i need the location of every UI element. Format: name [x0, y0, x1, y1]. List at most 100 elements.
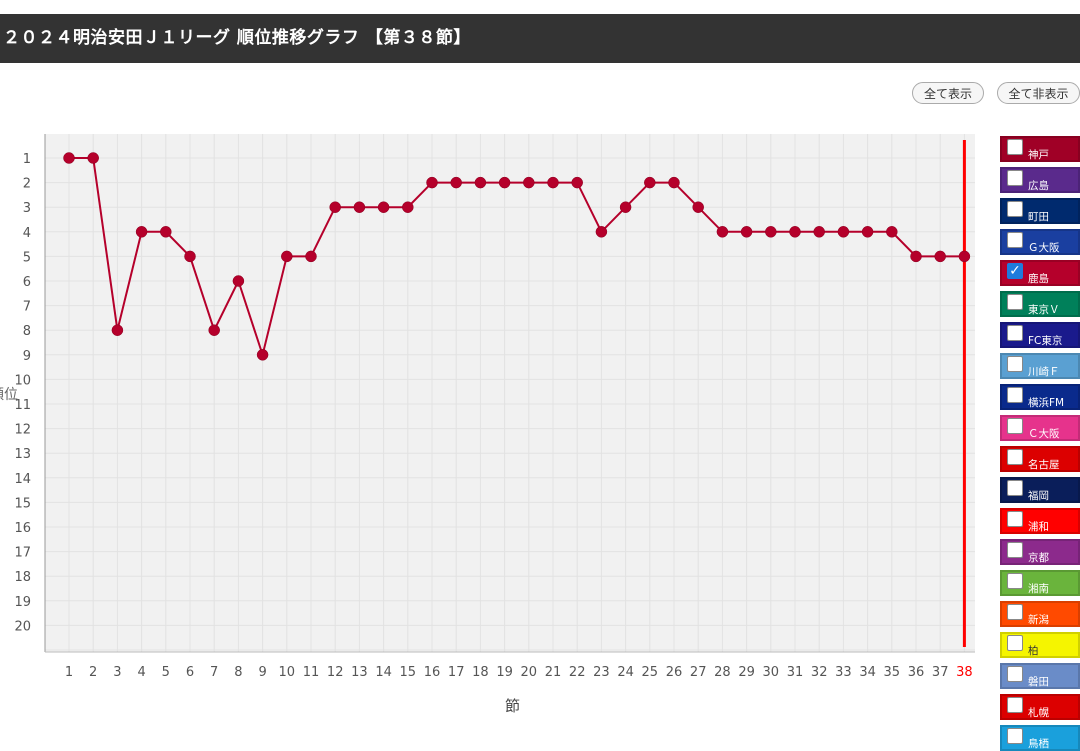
legend-checkbox[interactable]: [1007, 232, 1023, 248]
x-tick-label: 19: [496, 665, 513, 680]
data-point: [63, 152, 75, 164]
data-point: [692, 201, 704, 213]
legend-checkbox[interactable]: [1007, 511, 1023, 527]
legend-label: 湘南: [1028, 583, 1049, 595]
legend-checkbox[interactable]: [1007, 449, 1023, 465]
x-tick-label: 10: [279, 665, 296, 680]
legend-checkbox[interactable]: [1007, 666, 1023, 682]
x-tick-label: 7: [210, 665, 218, 680]
legend-item[interactable]: FC東京: [1000, 322, 1080, 348]
legend-checkbox[interactable]: [1007, 418, 1023, 434]
legend-checkbox[interactable]: [1007, 294, 1023, 310]
legend-checkbox[interactable]: [1007, 542, 1023, 558]
data-point: [160, 226, 172, 238]
legend-item[interactable]: 鳥栖: [1000, 725, 1080, 751]
legend-item[interactable]: 浦和: [1000, 508, 1080, 534]
data-point: [644, 176, 656, 189]
legend-item[interactable]: 広島: [1000, 167, 1080, 193]
y-tick-label: 20: [14, 619, 31, 634]
legend-item[interactable]: 川崎Ｆ: [1000, 353, 1080, 379]
legend-checkbox[interactable]: [1007, 387, 1023, 403]
data-point: [910, 250, 922, 263]
legend-checkbox[interactable]: [1007, 573, 1023, 589]
legend-checkbox[interactable]: [1007, 356, 1023, 372]
x-tick-label: 18: [472, 665, 489, 680]
data-point: [934, 250, 946, 263]
data-point: [523, 176, 535, 189]
data-point: [886, 226, 898, 238]
y-tick-label: 17: [14, 546, 31, 561]
legend-checkbox[interactable]: [1007, 604, 1023, 620]
data-point: [716, 226, 729, 238]
data-point: [789, 226, 801, 238]
x-tick-label: 21: [545, 665, 562, 680]
legend-item[interactable]: 新潟: [1000, 601, 1080, 627]
y-tick-label: 1: [23, 152, 31, 167]
legend-item[interactable]: Ｇ大阪: [1000, 229, 1080, 255]
legend-label: 札幌: [1028, 707, 1049, 719]
data-point: [765, 226, 777, 238]
data-point: [498, 176, 511, 189]
legend-checkbox[interactable]: [1007, 325, 1023, 341]
show-all-button[interactable]: 全て表示: [912, 82, 984, 104]
legend-label: 名古屋: [1028, 459, 1060, 471]
x-tick-label: 23: [593, 665, 610, 680]
legend-checkbox[interactable]: [1007, 635, 1023, 651]
legend-item[interactable]: 横浜FM: [1000, 384, 1080, 410]
legend-checkbox[interactable]: [1007, 139, 1023, 155]
legend-label: 鹿島: [1028, 273, 1049, 285]
legend-label: 京都: [1028, 552, 1049, 564]
legend-item[interactable]: 柏: [1000, 632, 1080, 658]
x-axis-label: 節: [505, 697, 521, 715]
legend-checkbox[interactable]: [1007, 728, 1023, 744]
y-tick-label: 15: [14, 496, 31, 511]
x-tick-label: 20: [521, 665, 538, 680]
data-point: [571, 176, 583, 189]
data-point: [353, 201, 366, 213]
x-tick-label: 24: [617, 665, 634, 680]
x-tick-label: 38: [956, 665, 973, 680]
y-tick-label: 9: [23, 349, 31, 364]
y-tick-label: 2: [23, 177, 31, 192]
legend-label: 福岡: [1028, 490, 1049, 502]
x-tick-label: 12: [327, 665, 344, 680]
x-tick-label: 5: [162, 665, 170, 680]
legend-label: 町田: [1028, 211, 1049, 223]
y-tick-label: 5: [23, 250, 31, 265]
legend-item[interactable]: ✓ 鹿島: [1000, 260, 1080, 286]
x-tick-label: 32: [811, 665, 828, 680]
y-tick-label: 8: [23, 324, 31, 339]
data-point: [958, 250, 971, 263]
data-point: [329, 201, 341, 213]
legend-label: 川崎Ｆ: [1028, 366, 1060, 378]
x-tick-label: 6: [186, 665, 194, 680]
legend-item[interactable]: 福岡: [1000, 477, 1080, 503]
legend-item[interactable]: 京都: [1000, 539, 1080, 565]
x-tick-label: 25: [642, 665, 659, 680]
legend-item[interactable]: 札幌: [1000, 694, 1080, 720]
x-tick-label: 1: [65, 665, 73, 680]
legend-item[interactable]: 名古屋: [1000, 446, 1080, 472]
hide-all-button[interactable]: 全て非表示: [997, 82, 1080, 104]
legend-label: 磐田: [1028, 676, 1049, 688]
legend-item[interactable]: 東京Ｖ: [1000, 291, 1080, 317]
legend-checkbox[interactable]: [1007, 170, 1023, 186]
x-tick-label: 29: [738, 665, 755, 680]
x-tick-label: 36: [908, 665, 925, 680]
legend-item[interactable]: 町田: [1000, 198, 1080, 224]
x-tick-label: 8: [234, 665, 242, 680]
legend-label: Ｇ大阪: [1028, 242, 1060, 254]
legend-checkbox[interactable]: [1007, 201, 1023, 217]
y-tick-label: 12: [14, 423, 31, 438]
x-tick-label: 15: [400, 665, 417, 680]
legend-checkbox[interactable]: [1007, 480, 1023, 496]
legend-item[interactable]: 神戸: [1000, 136, 1080, 162]
data-point: [135, 226, 148, 238]
legend-checkbox[interactable]: [1007, 697, 1023, 713]
data-point: [305, 250, 317, 263]
x-tick-label: 37: [932, 665, 949, 680]
legend-checkbox[interactable]: ✓: [1007, 263, 1023, 279]
legend-item[interactable]: 磐田: [1000, 663, 1080, 689]
legend-item[interactable]: 湘南: [1000, 570, 1080, 596]
legend-item[interactable]: Ｃ大阪: [1000, 415, 1080, 441]
